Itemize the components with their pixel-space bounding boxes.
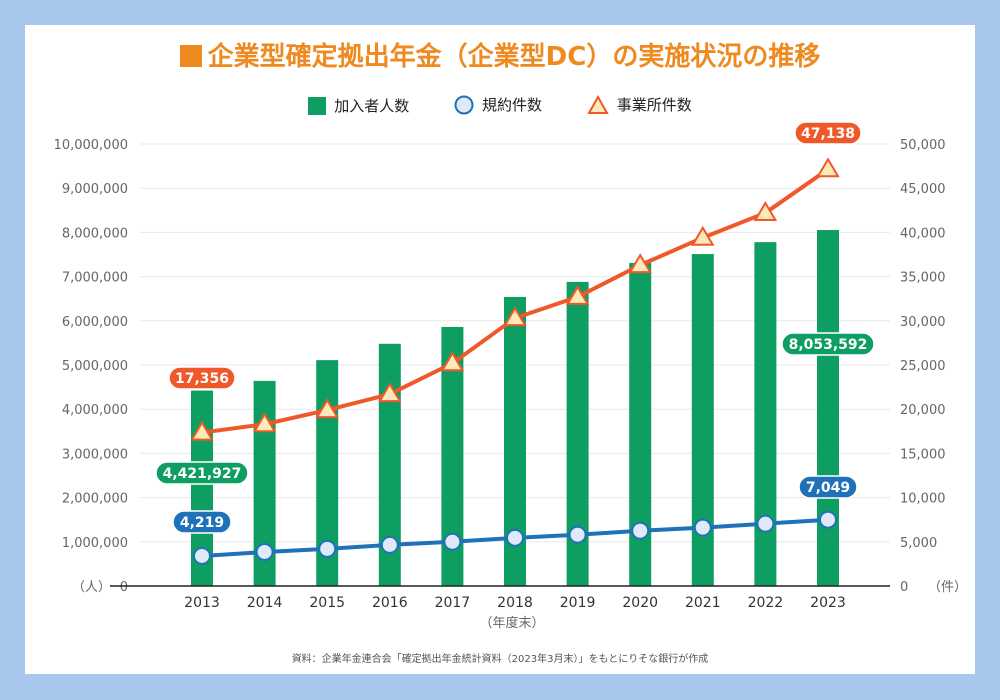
bar-members-2018: [504, 296, 526, 586]
bar-members-2017: [441, 326, 464, 586]
label-offices-2013-bg: [168, 366, 236, 390]
x-tick-label: 2020: [622, 595, 658, 611]
legend-label: 加入者人数: [334, 97, 410, 115]
y-right-tick-label: 50,000: [900, 138, 946, 153]
plans-marker-2022: [756, 514, 775, 533]
orange-triangle-icon: [587, 94, 609, 114]
plans-marker-2023: [819, 510, 837, 529]
offices-marker-2014: [252, 412, 277, 433]
y-left-tick-label: 7,000,000: [62, 271, 128, 286]
legend: 加入者人数 規約件数 事業所件数: [0, 94, 1000, 119]
plans-marker-2015: [318, 539, 337, 558]
bar-members-2022: [754, 242, 777, 586]
label-plans-2013-bg: [172, 510, 232, 534]
y-left-unit-label: （人）: [72, 580, 111, 595]
x-tick-label: 2015: [309, 595, 345, 611]
blue-circle-icon: [454, 95, 474, 114]
x-tick-label: 2022: [748, 595, 784, 611]
y-right-tick-label: 45,000: [900, 182, 946, 197]
source-note: 資料：企業年金連合会「確定拠出年金統計資料（2023年3月末）」をもとにりそな銀…: [291, 654, 709, 665]
y-right-tick-label: 15,000: [900, 447, 946, 462]
y-left-tick-label: 4,000,000: [62, 403, 128, 418]
plans-marker-2018: [506, 528, 524, 547]
offices-marker-2013: [190, 420, 214, 441]
offices-marker-2016: [378, 382, 402, 403]
offices-marker-2018: [503, 306, 527, 327]
x-tick-label: 2013: [184, 595, 220, 611]
bar-members-2023: [817, 230, 839, 586]
x-tick-label: 2019: [560, 595, 596, 611]
y-right-tick-label: 20,000: [900, 403, 946, 418]
y-left-tick-label: 8,000,000: [62, 226, 128, 241]
bar-members-2016: [378, 343, 401, 586]
label-offices-2013: 17,356: [175, 371, 229, 387]
offices-marker-2015: [315, 398, 339, 419]
label-plans-2023: 7,049: [806, 480, 850, 496]
bar-members-2021: [691, 254, 714, 587]
x-tick-label: 2014: [247, 595, 283, 611]
y-right-tick-label: 30,000: [900, 315, 946, 330]
plans-marker-2013: [193, 546, 211, 565]
y-right-tick-label: 25,000: [900, 359, 946, 374]
chart-title: 企業型確定拠出年金（企業型DC）の実施状況の推移: [0, 36, 1000, 73]
label-members-2013-bg: [155, 461, 249, 485]
y-left-tick-label: 3,000,000: [62, 447, 128, 462]
label-plans-2013: 4,219: [180, 515, 224, 531]
y-left-tick-label: 6,000,000: [62, 315, 128, 330]
y-left-tick-label: 0: [120, 580, 128, 595]
x-axis-title: （年度末）: [479, 615, 544, 631]
plans-marker-2016: [380, 535, 399, 554]
y-left-tick-label: 5,000,000: [62, 359, 128, 374]
offices-marker-2019: [565, 284, 590, 305]
offices-marker-2023: [816, 157, 840, 178]
label-plans-2023-bg: [798, 475, 858, 499]
label-members-2013: 4,421,927: [163, 466, 242, 482]
chart-title-text: 企業型確定拠出年金（企業型DC）の実施状況の推移: [207, 42, 821, 72]
plans-marker-2019: [568, 525, 587, 544]
y-right-tick-label: 0: [900, 580, 908, 595]
y-right-tick-label: 5,000: [900, 536, 937, 551]
label-offices-2023: 47,138: [801, 126, 855, 142]
y-right-tick-label: 40,000: [900, 226, 946, 241]
bar-members-2020: [629, 262, 652, 586]
legend-item-offices: 事業所件数: [587, 94, 692, 115]
label-offices-2023-bg: [794, 121, 862, 145]
plans-marker-2014: [255, 542, 274, 561]
y-right-tick-label: 35,000: [900, 271, 946, 286]
y-left-tick-label: 10,000,000: [54, 138, 128, 153]
offices-marker-2020: [628, 253, 652, 274]
plans-marker-2017: [443, 532, 462, 551]
plans-marker-2020: [631, 521, 650, 540]
offices-marker-2021: [691, 225, 715, 246]
bar-members-2019: [566, 281, 589, 586]
label-members-2023: 8,053,592: [789, 337, 868, 353]
y-right-unit-label: （件）: [928, 580, 967, 595]
green-square-icon: [308, 96, 327, 115]
x-tick-label: 2017: [435, 595, 471, 611]
offices-marker-2017: [440, 351, 465, 372]
y-left-tick-label: 2,000,000: [62, 492, 128, 507]
x-tick-label: 2016: [372, 595, 408, 611]
legend-label: 事業所件数: [616, 96, 692, 114]
plans-marker-2021: [693, 518, 712, 537]
legend-item-members: 加入者人数: [308, 95, 409, 116]
x-tick-label: 2021: [685, 595, 721, 611]
y-left-tick-label: 1,000,000: [62, 536, 128, 551]
title-square-icon: [179, 45, 202, 67]
x-tick-label: 2018: [497, 595, 533, 611]
x-tick-label: 2023: [810, 595, 846, 611]
label-members-2023-bg: [781, 332, 875, 356]
y-right-tick-label: 10,000: [900, 492, 946, 507]
offices-marker-2022: [753, 200, 778, 221]
legend-item-plans: 規約件数: [454, 94, 542, 115]
y-left-tick-label: 9,000,000: [62, 182, 128, 197]
legend-label: 規約件数: [481, 96, 542, 114]
